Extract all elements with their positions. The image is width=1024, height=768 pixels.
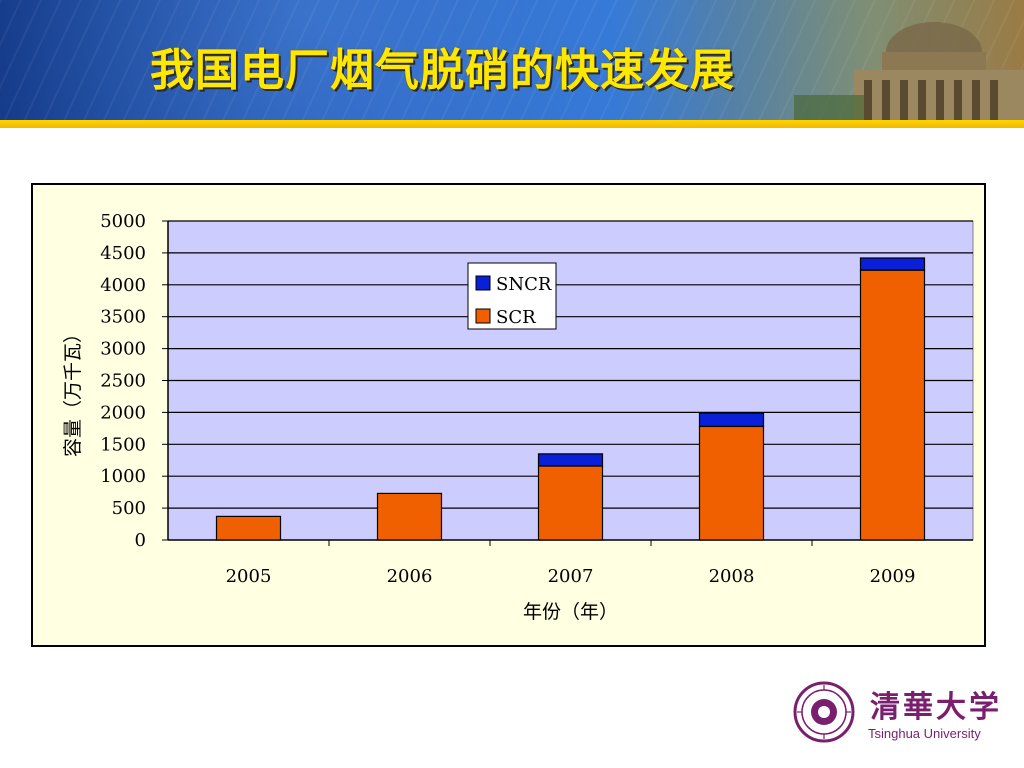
legend-label: SNCR <box>496 274 552 295</box>
y-tick-label: 2500 <box>100 371 146 392</box>
bar-scr-2009 <box>859 269 926 541</box>
y-tick-label: 2000 <box>100 402 146 423</box>
bar-sncr-2007 <box>537 453 604 467</box>
header-banner: 我国电厂烟气脱硝的快速发展 <box>0 0 1024 120</box>
bar-sncr-2008 <box>698 412 765 428</box>
x-axis-title: 年份（年） <box>523 601 618 623</box>
y-tick-label: 500 <box>112 498 146 519</box>
legend-label: SCR <box>496 307 536 328</box>
x-tick-label: 2009 <box>870 566 916 587</box>
x-tick-label: 2005 <box>226 566 272 587</box>
legend-swatch <box>475 308 491 324</box>
legend-swatch <box>475 275 491 291</box>
y-tick-label: 3500 <box>100 307 146 328</box>
y-axis-title: 容量（万千瓦） <box>62 324 84 457</box>
bar-chart: 0 500 1000 1500 2000 2500 3000 3500 4000 4500 5000… <box>62 211 974 623</box>
university-seal-icon <box>793 681 855 743</box>
bar-scr-2006 <box>376 492 443 541</box>
bar-scr-2007 <box>537 465 604 541</box>
y-tick-label: 0 <box>135 530 146 551</box>
chart-legend: SNCR SCR <box>467 262 557 330</box>
logo-chinese-name: 清華大学 <box>870 690 1002 725</box>
y-tick-label: 1000 <box>100 466 146 487</box>
y-tick-label: 5000 <box>100 211 146 232</box>
y-tick-label: 4500 <box>100 243 146 264</box>
header-stripe <box>0 120 1024 128</box>
x-tick-label: 2008 <box>709 566 755 587</box>
y-tick-label: 1500 <box>100 434 146 455</box>
bar-scr-2005 <box>215 515 282 541</box>
page-title: 我国电厂烟气脱硝的快速发展 <box>150 45 735 96</box>
y-tick-label: 4000 <box>100 275 146 296</box>
x-tick-label: 2006 <box>387 566 433 587</box>
bar-sncr-2009 <box>859 257 926 271</box>
building-icon <box>794 22 1024 120</box>
bar-scr-2008 <box>698 425 765 541</box>
x-tick-label: 2007 <box>548 566 594 587</box>
logo-english-name: Tsinghua University <box>868 726 981 741</box>
y-tick-label: 3000 <box>100 339 146 360</box>
chart-frame: 0 500 1000 1500 2000 2500 3000 3500 4000 4500 5000… <box>31 183 986 647</box>
tsinghua-logo: 清華大学 Tsinghua University <box>792 680 999 750</box>
